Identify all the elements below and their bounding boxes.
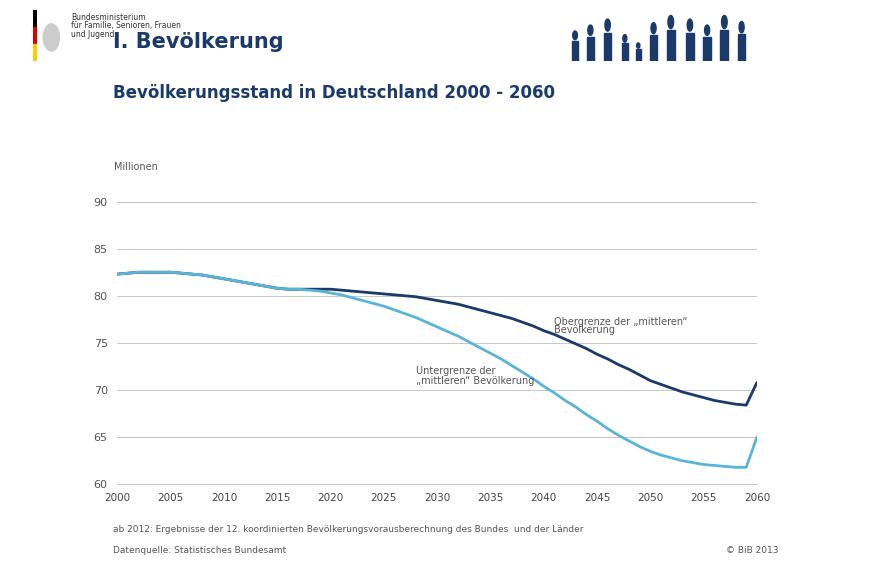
Ellipse shape bbox=[636, 43, 640, 48]
Ellipse shape bbox=[667, 16, 673, 28]
Text: und Jugend: und Jugend bbox=[71, 30, 115, 39]
Bar bbox=[571, 41, 578, 61]
Ellipse shape bbox=[738, 21, 743, 33]
Ellipse shape bbox=[650, 23, 655, 34]
Ellipse shape bbox=[604, 19, 609, 31]
Ellipse shape bbox=[720, 16, 726, 28]
Ellipse shape bbox=[622, 35, 627, 42]
Ellipse shape bbox=[587, 25, 593, 35]
Bar bbox=[649, 35, 656, 61]
Text: Untergrenze der: Untergrenze der bbox=[415, 367, 494, 376]
Bar bbox=[737, 34, 745, 61]
Bar bbox=[703, 37, 710, 61]
Text: ab 2012: Ergebnisse der 12. koordinierten Bevölkerungsvorausberechnung des Bunde: ab 2012: Ergebnisse der 12. koordinierte… bbox=[113, 525, 583, 534]
Text: Millionen: Millionen bbox=[114, 162, 158, 172]
Bar bbox=[720, 31, 727, 61]
Bar bbox=[33, 44, 36, 61]
Text: Obergrenze der „mittleren“: Obergrenze der „mittleren“ bbox=[554, 317, 687, 327]
Bar bbox=[603, 33, 611, 61]
Bar bbox=[686, 33, 693, 61]
Text: Bevölkerung: Bevölkerung bbox=[554, 325, 614, 335]
Bar bbox=[586, 37, 594, 61]
Bar bbox=[666, 31, 674, 61]
Ellipse shape bbox=[572, 31, 577, 39]
Bar bbox=[635, 49, 640, 61]
Text: „mittleren“ Bevölkerung: „mittleren“ Bevölkerung bbox=[415, 376, 534, 386]
Text: I. Bevölkerung: I. Bevölkerung bbox=[113, 32, 283, 52]
Bar bbox=[33, 10, 36, 27]
Ellipse shape bbox=[43, 24, 59, 51]
Bar bbox=[621, 44, 627, 61]
Text: Datenquelle: Statistisches Bundesamt: Datenquelle: Statistisches Bundesamt bbox=[113, 546, 286, 556]
Text: Bundesministerium: Bundesministerium bbox=[71, 13, 146, 22]
Ellipse shape bbox=[687, 19, 692, 31]
Bar bbox=[33, 27, 36, 44]
Text: © BiB 2013: © BiB 2013 bbox=[726, 546, 778, 556]
Ellipse shape bbox=[704, 25, 709, 35]
Text: Bevölkerungsstand in Deutschland 2000 - 2060: Bevölkerungsstand in Deutschland 2000 - … bbox=[113, 84, 554, 102]
Text: für Familie, Senioren, Frauen: für Familie, Senioren, Frauen bbox=[71, 21, 181, 31]
